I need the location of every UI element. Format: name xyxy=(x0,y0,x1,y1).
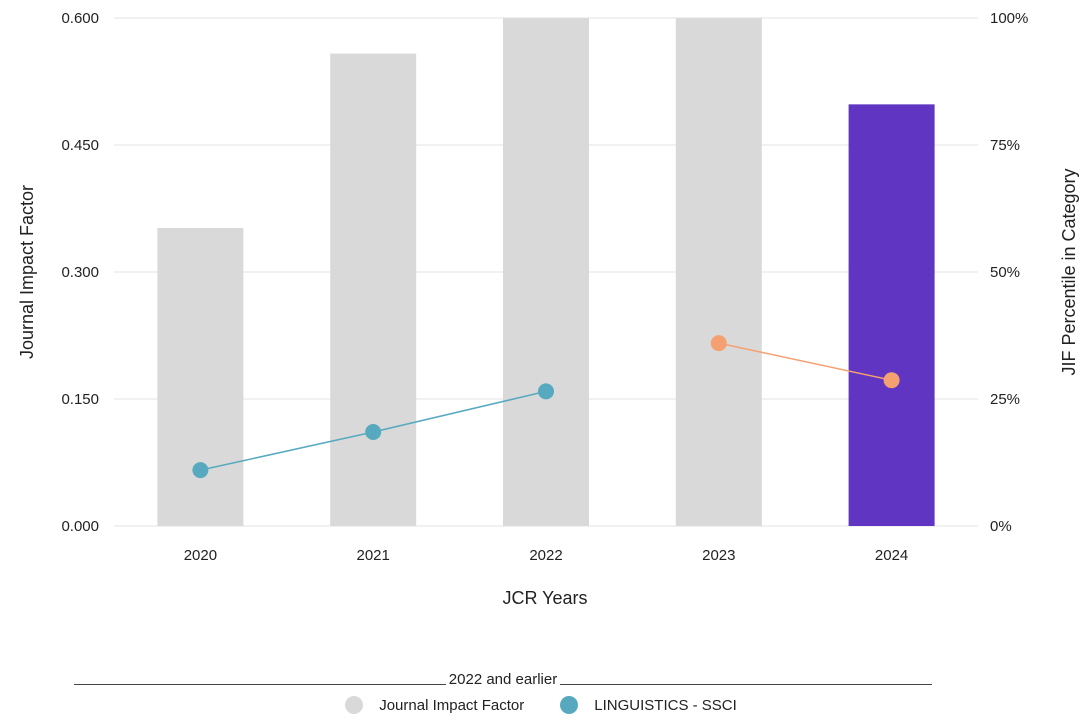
bar-2021 xyxy=(330,53,417,527)
legend-item-jif[interactable]: Journal Impact Factor xyxy=(345,696,524,714)
bar-2022 xyxy=(503,18,589,526)
jif-chart: 0.000 0.150 0.300 0.450 0.600 0% 25% 50% 75% 100… xyxy=(17,10,1079,608)
point-2024 xyxy=(883,372,900,389)
x-tick-label: 2020 xyxy=(184,547,217,564)
y-tick-label: 0.300 xyxy=(61,264,99,281)
point-2021 xyxy=(365,424,382,441)
bar-2024 xyxy=(848,104,935,527)
legend-separator: 2022 and earlier xyxy=(74,668,933,688)
bar-2020 xyxy=(157,227,244,526)
y2-tick-label: 100% xyxy=(990,10,1028,27)
legend-label-jif: Journal Impact Factor xyxy=(379,696,525,714)
right-axis-ticks: 0% 25% 50% 75% 100% xyxy=(990,10,1028,535)
point-2023 xyxy=(710,335,727,352)
point-2022 xyxy=(538,383,554,400)
separator-line-right xyxy=(560,684,933,685)
left-axis-ticks: 0.000 0.150 0.300 0.450 0.600 xyxy=(61,10,99,535)
line-series-1 xyxy=(718,342,892,381)
y-tick-label: 0.150 xyxy=(61,391,99,408)
legend-dot-linguistics xyxy=(560,696,579,714)
y2-tick-label: 75% xyxy=(990,137,1020,154)
legend-dot-jif xyxy=(345,696,364,714)
bar-2023 xyxy=(675,18,762,526)
point-2020 xyxy=(192,462,209,479)
y-tick-label: 0.600 xyxy=(61,10,99,27)
x-tick-label: 2023 xyxy=(702,547,735,564)
legend: Journal Impact Factor LINGUISTICS - SSCI xyxy=(0,696,1082,714)
legend-label-linguistics: LINGUISTICS - SSCI xyxy=(594,696,737,714)
x-axis-title: JCR Years xyxy=(502,588,587,608)
y2-tick-label: 50% xyxy=(990,264,1020,281)
y-tick-label: 0.450 xyxy=(61,137,99,154)
x-tick-label: 2022 xyxy=(529,547,562,564)
y-tick-label: 0.000 xyxy=(61,518,99,535)
y2-tick-label: 25% xyxy=(990,391,1020,408)
y2-axis-title: JIF Percentile in Category xyxy=(1059,168,1079,375)
y2-tick-label: 0% xyxy=(990,518,1012,535)
x-tick-label: 2024 xyxy=(875,547,908,564)
bar-series xyxy=(157,18,935,527)
legend-item-linguistics[interactable]: LINGUISTICS - SSCI xyxy=(560,696,737,714)
separator-label: 2022 and earlier xyxy=(448,671,558,688)
separator-line-left xyxy=(74,684,446,685)
x-axis-ticks: 2020 2021 2022 2023 2024 xyxy=(184,547,909,564)
x-tick-label: 2021 xyxy=(357,547,390,564)
y-axis-title: Journal Impact Factor xyxy=(17,185,37,359)
line-series xyxy=(192,335,900,479)
